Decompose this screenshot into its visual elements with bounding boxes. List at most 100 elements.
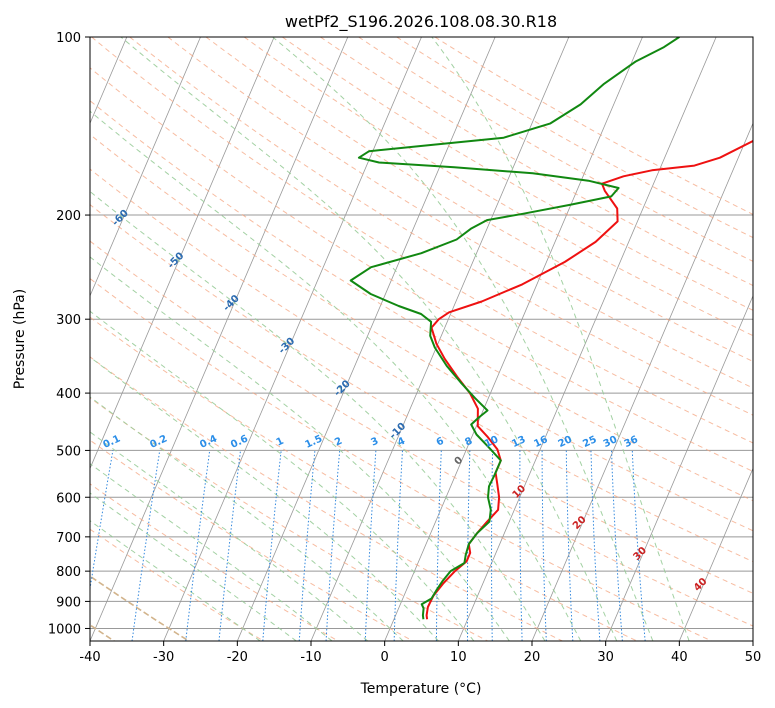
isotherm-line [531, 122, 753, 641]
dry-adiabat [90, 483, 339, 641]
mixing-ratio-label: 6 [435, 436, 446, 449]
mixing-ratio-line [466, 450, 471, 641]
isotherm-label: -30 [277, 336, 298, 357]
dry-adiabat [90, 204, 753, 594]
mixing-ratio-label: 20 [557, 434, 574, 450]
moist-adiabat [90, 463, 333, 641]
mixing-ratio-line [218, 450, 241, 641]
plot-frame [89, 36, 754, 642]
moist-adiabat [120, 37, 618, 641]
dry-adiabat [129, 37, 753, 416]
temperature-profile [425, 139, 753, 620]
moist-adiabat [90, 310, 475, 641]
dry-adiabat [90, 316, 638, 641]
dry-adiabat [90, 100, 753, 502]
mixing-ratio-label: 0.1 [101, 433, 122, 450]
dry-adiabat [282, 37, 753, 311]
dry-adiabat [90, 168, 753, 563]
y-tick-label: 900 [56, 595, 81, 610]
y-tick-label: 1000 [48, 622, 81, 637]
mixing-ratio-line [519, 450, 523, 641]
isotherm-label: -80 [0, 123, 20, 144]
isotherm-line [310, 37, 570, 641]
saturation-curve [90, 575, 190, 641]
isotherm-label: -60 [110, 208, 131, 229]
dry-adiabat [167, 37, 753, 389]
x-tick-label: 50 [745, 650, 762, 665]
moist-adiabat [272, 37, 654, 641]
y-tick-label: 300 [56, 313, 81, 328]
dry-adiabat [90, 356, 563, 641]
x-tick-label: 30 [597, 650, 614, 665]
isotherm-label: -40 [221, 293, 242, 314]
mixing-ratio-line [298, 450, 316, 641]
y-tick-label: 200 [56, 209, 81, 224]
moist-adiabat-label: 40 [692, 576, 710, 594]
moist-adiabat [90, 356, 439, 641]
mixing-ratio-label: 36 [623, 434, 640, 450]
mixing-ratio-line [565, 450, 574, 641]
moist-adiabat-label: 10 [511, 483, 529, 501]
moist-adiabat [90, 190, 546, 641]
mixing-ratio-line [90, 450, 114, 592]
dry-adiabat [90, 528, 264, 641]
x-axis-label: Temperature (°C) [360, 681, 482, 697]
mixing-ratio-label: 0.2 [148, 433, 169, 450]
moist-adiabat [90, 256, 510, 641]
dry-adiabat [205, 37, 753, 363]
isotherm-line [90, 37, 349, 641]
x-tick-label: -30 [153, 650, 174, 665]
mixing-ratio-line [491, 450, 494, 641]
mixing-ratio-line [364, 450, 377, 641]
x-tick-label: 10 [450, 650, 467, 665]
y-tick-label: 500 [56, 444, 81, 459]
moist-adiabat [90, 110, 582, 641]
dry-adiabat [90, 575, 190, 641]
dry-adiabat [90, 67, 753, 472]
mixing-ratio-line [393, 450, 403, 641]
isotherm-line [678, 467, 753, 641]
mixing-ratio-label: 3 [369, 436, 380, 449]
dry-adiabat [90, 133, 753, 532]
dry-adiabat [90, 277, 712, 641]
mixing-ratio-label: 0.6 [229, 433, 250, 450]
x-tick-label: -40 [79, 650, 100, 665]
mixing-ratio-line [590, 450, 601, 641]
mixing-ratio-line [435, 450, 442, 641]
isotherm-line [752, 639, 753, 641]
moist-adiabat-label: 30 [631, 545, 649, 563]
mixing-ratio-line [541, 450, 547, 641]
mixing-ratio-label: 1 [275, 436, 286, 449]
mixing-ratio-line [185, 450, 211, 641]
isotherm-line [605, 294, 753, 641]
y-axis-label: Pressure (hPa) [12, 289, 28, 389]
mixing-ratio-line [631, 450, 646, 641]
dry-adiabat [358, 37, 753, 262]
mixing-ratio-label: 13 [510, 434, 527, 450]
isotherm-line [90, 37, 275, 470]
isotherm-line [236, 37, 496, 641]
mixing-ratio-label: 0.4 [198, 433, 219, 450]
mixing-ratio-label: 30 [602, 434, 619, 450]
isotherm-label: -20 [332, 378, 353, 399]
moist-adiabat [431, 37, 690, 641]
mixing-ratio-line [262, 450, 282, 641]
mixing-ratio-label: 10 [483, 434, 500, 450]
y-tick-label: 400 [56, 387, 81, 402]
x-tick-label: -20 [227, 650, 248, 665]
x-tick-label: 40 [671, 650, 688, 665]
y-tick-label: 700 [56, 531, 81, 546]
dry-adiabat [434, 37, 753, 215]
mixing-ratio-line [611, 450, 623, 641]
chart-title: wetPf2_S196.2026.108.08.30.R18 [285, 12, 557, 32]
x-tick-label: 20 [524, 650, 541, 665]
x-tick-label: -10 [300, 650, 321, 665]
moist-adiabat [90, 520, 261, 641]
isotherm-line [457, 37, 717, 641]
dry-adiabat [90, 439, 414, 641]
mixing-ratio-label: 25 [581, 434, 598, 450]
isotherm-line [384, 37, 643, 641]
mixing-ratio-label: 8 [463, 436, 474, 449]
mixing-ratio-label: 2 [333, 436, 344, 449]
